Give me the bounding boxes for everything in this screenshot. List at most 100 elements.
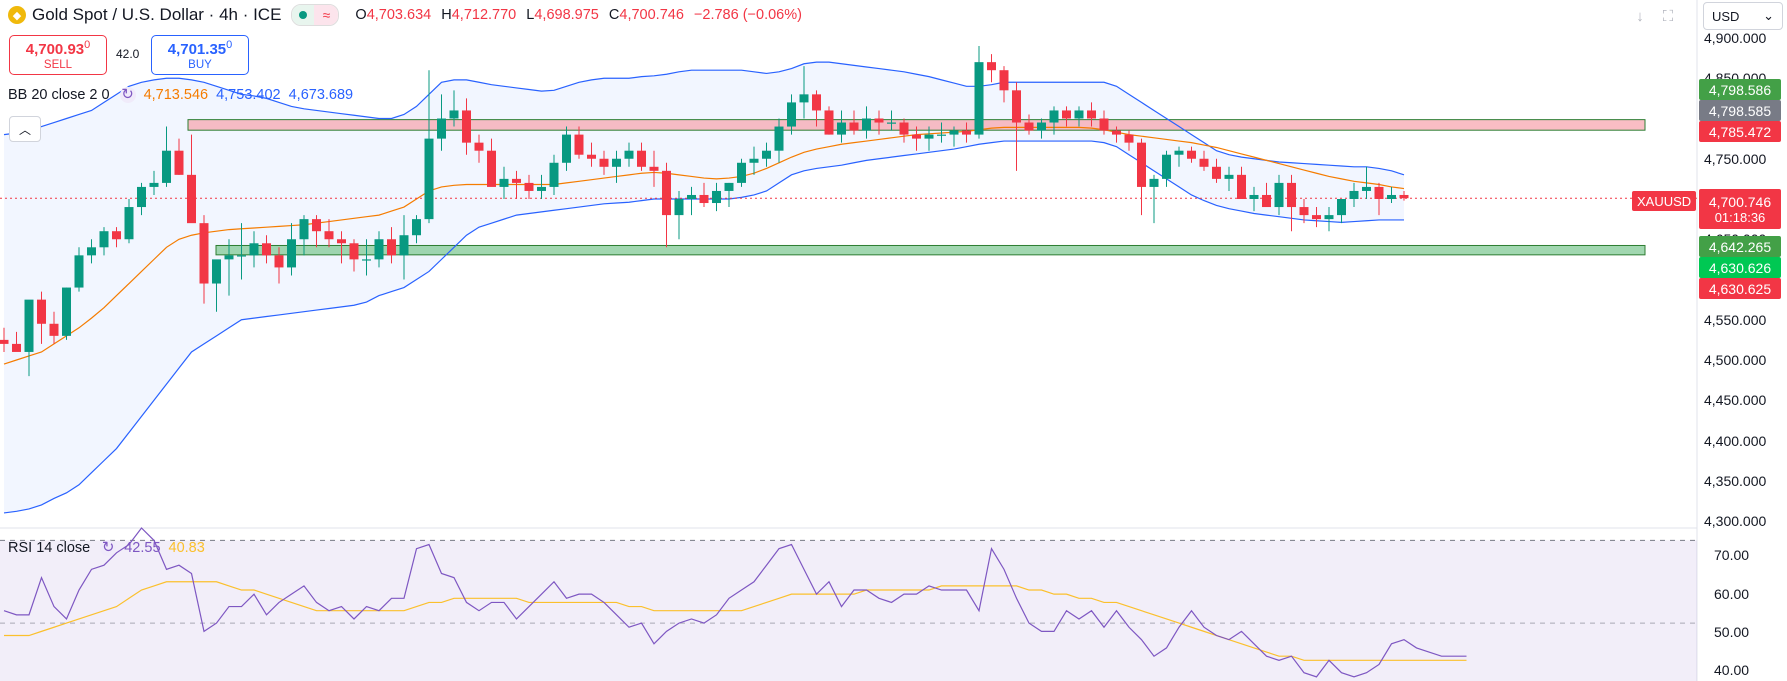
buy-button[interactable]: 4,701.350 BUY	[151, 35, 249, 75]
candle-body	[1312, 215, 1321, 220]
sell-button[interactable]: 4,700.930 SELL	[9, 35, 107, 75]
candle	[449, 90, 459, 127]
candle	[824, 106, 834, 135]
refresh-icon[interactable]: ↻	[100, 539, 117, 556]
candle	[549, 154, 559, 195]
arrow-down-icon[interactable]: ↓	[1636, 7, 1644, 25]
bar-countdown: 01:18:36	[1714, 209, 1766, 225]
candle	[1237, 166, 1246, 199]
candle	[587, 142, 596, 167]
candle	[649, 150, 659, 187]
candle-body	[962, 130, 971, 135]
currency-select[interactable]: USD ⌄	[1703, 2, 1783, 30]
price-axis-label: 4,500.000	[1704, 352, 1767, 368]
collapse-legend-button[interactable]: ︿	[9, 116, 41, 142]
candle-body	[874, 118, 884, 123]
candle-body	[699, 194, 709, 204]
candle-body	[1187, 150, 1196, 159]
candle-body	[1387, 194, 1396, 199]
candle-body	[499, 178, 509, 187]
candle	[712, 182, 721, 212]
candle	[1337, 199, 1346, 224]
spread-value: 42.0	[116, 47, 140, 61]
candle-body	[487, 150, 496, 187]
candle-body	[949, 130, 959, 135]
candle	[724, 182, 734, 208]
candle	[899, 118, 909, 143]
symbol-tag: XAUUSD	[1632, 191, 1697, 211]
candle	[1374, 182, 1384, 216]
candle-body	[587, 154, 596, 159]
rsi-ma-value: 40.83	[168, 540, 205, 556]
candle	[1187, 146, 1196, 163]
chevron-down-icon: ⌄	[1763, 8, 1774, 23]
candle-body	[724, 182, 734, 191]
symbol-title[interactable]: Gold Spot / U.S. Dollar · 4h · ICE	[32, 5, 282, 24]
candle	[987, 54, 996, 83]
candle-body	[774, 126, 784, 151]
candle-body	[649, 166, 659, 171]
candle-body	[1362, 186, 1371, 191]
price-axis-label: 4,550.000	[1704, 311, 1767, 328]
candle-body	[99, 231, 109, 248]
bb-legend[interactable]: BB 20 close 2 0 ↻ 4,713.546 4,753.402 4,…	[8, 87, 353, 103]
chevron-up-icon: ︿	[18, 122, 31, 137]
market-status-pill[interactable]: ≈	[291, 4, 340, 26]
candle	[624, 142, 634, 167]
candle	[487, 138, 496, 187]
candle	[199, 215, 209, 304]
price-tag-zone-top: 4,798.586	[1699, 79, 1781, 100]
candle-body	[449, 110, 459, 119]
fullscreen-icon[interactable]: ⛶	[1662, 7, 1674, 25]
candle	[812, 90, 821, 127]
candle-body	[799, 94, 809, 103]
candle	[374, 231, 384, 268]
candle-body	[1137, 142, 1146, 187]
data-delay-icon: ≈	[314, 5, 339, 25]
candle-body	[1224, 174, 1234, 179]
symbol-header: ◆ Gold Spot / U.S. Dollar · 4h · ICE ≈ O…	[8, 4, 808, 26]
bb-upper-value: 4,753.402	[216, 87, 281, 103]
candle	[1224, 166, 1234, 191]
candle	[1087, 102, 1096, 127]
candle-body	[712, 190, 721, 204]
candle	[1299, 199, 1309, 224]
candle	[262, 235, 271, 264]
candle	[787, 94, 796, 135]
candle-body	[412, 219, 421, 236]
candle-body	[1262, 194, 1271, 208]
candle	[287, 223, 296, 276]
candle-body	[512, 178, 521, 183]
high-value: 4,712.770	[451, 7, 517, 23]
candle-body	[812, 94, 821, 111]
candle-body	[1349, 190, 1359, 199]
open-value: 4,703.634	[366, 7, 432, 23]
candle	[437, 94, 446, 151]
candle-body	[662, 170, 671, 216]
candle-body	[937, 134, 946, 136]
candle	[112, 227, 121, 248]
candle-body	[249, 243, 259, 256]
candle-body	[549, 162, 559, 187]
candle-body	[887, 122, 896, 124]
candle	[737, 158, 746, 187]
candle-body	[637, 150, 646, 167]
candle	[149, 170, 159, 195]
rsi-legend[interactable]: RSI 14 close ↻ 42.55 40.83	[8, 540, 205, 556]
candle-body	[1124, 134, 1134, 143]
candle	[1037, 118, 1046, 139]
refresh-icon[interactable]: ↻	[119, 86, 136, 103]
candle	[337, 231, 346, 264]
candle	[774, 118, 784, 163]
candle	[699, 182, 709, 208]
candle-body	[1024, 122, 1034, 131]
rsi-axis-40: 40.00	[1714, 662, 1750, 678]
candle-body	[624, 150, 634, 159]
candle	[299, 215, 309, 256]
candle-body	[212, 259, 221, 284]
candle-body	[112, 231, 121, 240]
candle-body	[1237, 174, 1246, 199]
low-value: 4,698.975	[534, 7, 599, 23]
price-tag-support-top: 4,642.265	[1699, 236, 1781, 257]
